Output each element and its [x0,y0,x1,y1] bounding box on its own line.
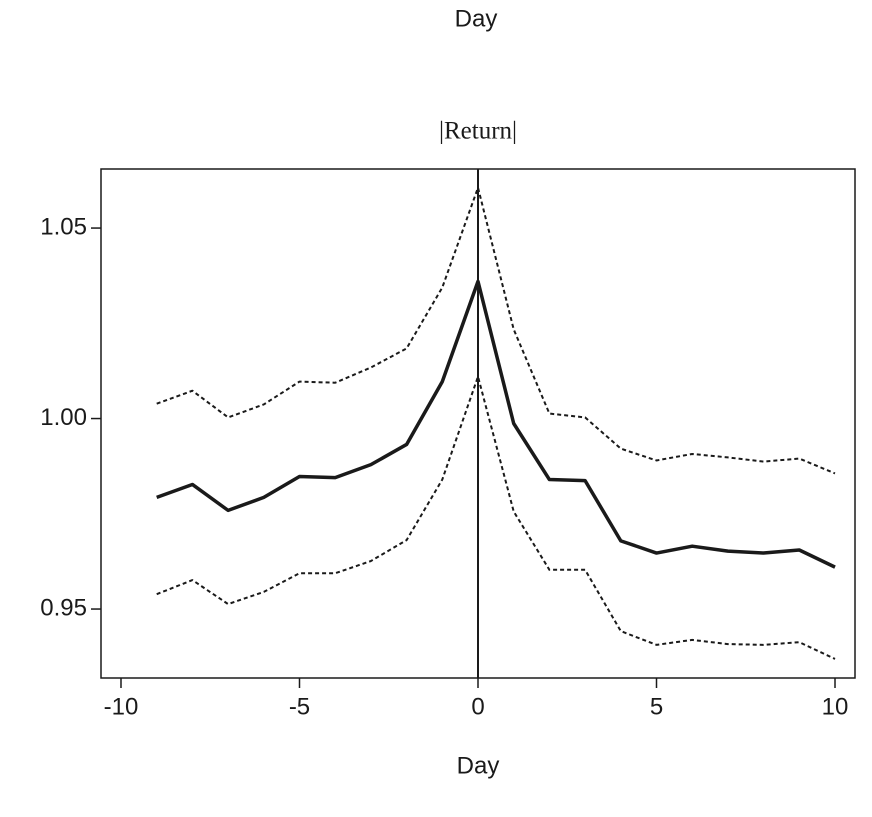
x-tick-label: 5 [650,693,663,720]
chart-title: |Return| [439,118,517,145]
series-line [156,279,836,569]
top-label: Day [455,5,498,32]
y-tick-label: 1.05 [40,213,87,240]
x-tick-label: -10 [104,693,139,720]
x-axis-label: Day [457,752,500,779]
x-tick-label: 10 [822,693,849,720]
series-line [156,375,836,660]
y-tick-label: 0.95 [40,594,87,621]
series-line [156,186,836,475]
x-tick-label: 0 [471,693,484,720]
x-tick-label: -5 [289,693,310,720]
y-tick-label: 1.00 [40,404,87,431]
